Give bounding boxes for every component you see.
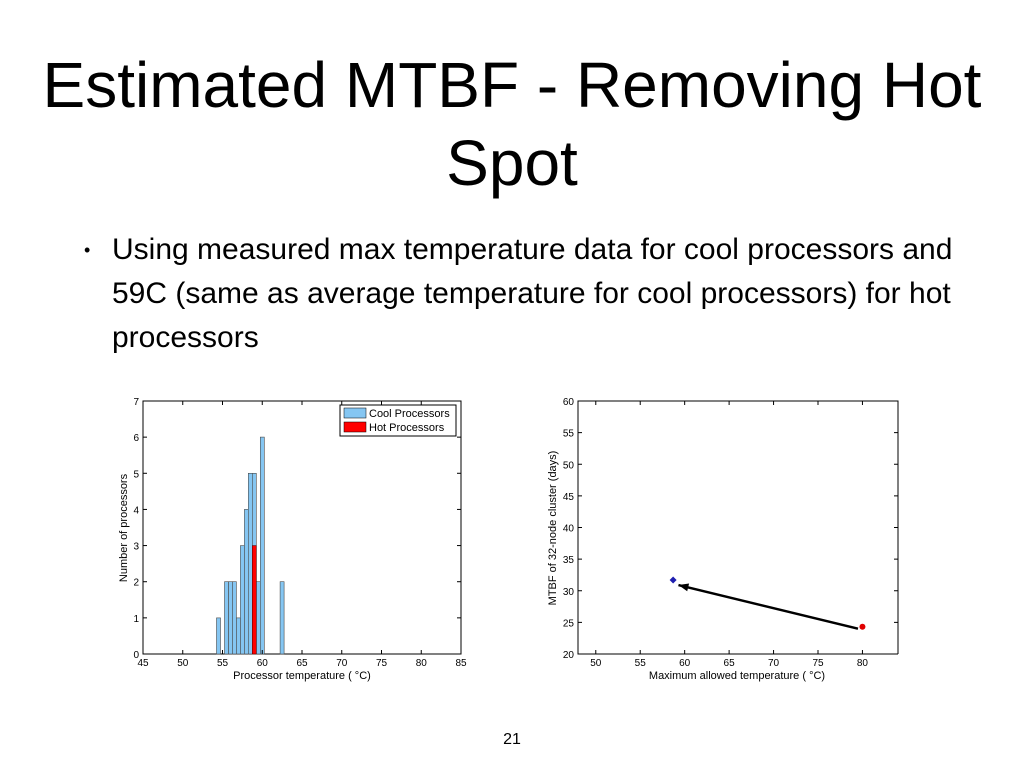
cool-point-marker: [669, 576, 677, 584]
y-tick-label: 60: [563, 397, 575, 408]
cool-processor-bar: [255, 581, 261, 655]
x-tick-label: 75: [812, 658, 824, 669]
y-tick-label: 40: [563, 524, 575, 535]
y-tick-label: 2: [133, 578, 139, 589]
histogram-x-label: Processor temperature ( °C): [233, 670, 371, 682]
x-tick-label: 60: [679, 658, 691, 669]
x-tick-label: 55: [635, 658, 647, 669]
x-tick-label: 65: [724, 658, 736, 669]
cool-processor-bar: [236, 617, 241, 655]
legend-swatch-hot: [343, 421, 367, 433]
y-tick-label: 3: [133, 542, 139, 553]
scatter-x-ticks: 50 55 60 65 70 75 80: [590, 401, 868, 669]
bullet-text: Using measured max temperature data for …: [112, 233, 953, 354]
y-tick-label: 30: [563, 587, 575, 598]
arrow-line: [678, 583, 859, 630]
scatter-y-label: MTBF of 32-node cluster (days): [547, 451, 559, 606]
x-tick-label: 55: [217, 658, 229, 669]
x-tick-label: 65: [296, 658, 308, 669]
cool-processor-bar: [240, 545, 245, 655]
scatter-points: [669, 576, 866, 630]
y-tick-label: 55: [563, 429, 575, 440]
x-tick-label: 60: [257, 658, 269, 669]
cool-processor-bar: [232, 581, 237, 655]
hot-processor-bar: [252, 545, 257, 655]
page-number: 21: [503, 731, 521, 748]
x-tick-label: 50: [177, 658, 189, 669]
cool-processor-bar: [244, 509, 249, 655]
cool-processor-bar: [216, 617, 221, 655]
x-tick-label: 45: [137, 658, 149, 669]
cool-processor-bar: [248, 472, 253, 655]
x-tick-label: 70: [336, 658, 348, 669]
x-tick-label: 85: [455, 658, 467, 669]
y-tick-label: 6: [133, 433, 139, 444]
cool-processor-bar: [224, 581, 229, 655]
legend-label-hot: Hot Processors: [369, 422, 445, 434]
legend-swatch-cool: [343, 407, 367, 419]
cool-processor-bar: [228, 581, 233, 655]
cool-processor-bar: [259, 436, 265, 655]
histogram-frame: [142, 400, 462, 655]
histogram-y-label: Number of processors: [118, 473, 130, 582]
y-tick-label: 20: [563, 650, 575, 661]
cool-processor-bar: [279, 581, 285, 655]
y-tick-label: 35: [563, 555, 575, 566]
histogram-y-ticks: 0 1 2 3 4 5 6 7: [133, 397, 461, 661]
legend-label-cool: Cool Processors: [369, 408, 450, 420]
arrow-head-icon: [678, 583, 690, 592]
x-tick-label: 50: [590, 658, 602, 669]
scatter-frame: [577, 400, 899, 655]
y-tick-label: 5: [133, 469, 139, 480]
histogram-x-ticks: 45 50 55 60 65 70 75 80 85: [137, 401, 467, 669]
histogram-bars: [216, 436, 285, 655]
y-tick-label: 4: [133, 505, 139, 516]
bullet-dot-icon: •: [84, 240, 91, 260]
x-tick-label: 70: [768, 658, 780, 669]
x-tick-label: 75: [376, 658, 388, 669]
y-tick-label: 50: [563, 460, 575, 471]
slide-title: Estimated MTBF - Removing Hot Spot: [42, 49, 982, 199]
y-tick-label: 0: [133, 650, 139, 661]
histogram-legend: Cool Processors Hot Processors: [339, 404, 457, 437]
scatter-x-label: Maximum allowed temperature ( °C): [649, 670, 825, 682]
x-tick-label: 80: [416, 658, 428, 669]
hot-point-marker: [859, 623, 866, 630]
x-tick-label: 80: [857, 658, 869, 669]
scatter-y-ticks: 20 25 30 35 40 45 50 55 60: [563, 397, 898, 661]
y-tick-label: 45: [563, 492, 575, 503]
scatter-arrow: [678, 583, 859, 630]
y-tick-label: 1: [133, 614, 139, 625]
y-tick-label: 25: [563, 618, 575, 629]
y-tick-label: 7: [133, 397, 139, 408]
